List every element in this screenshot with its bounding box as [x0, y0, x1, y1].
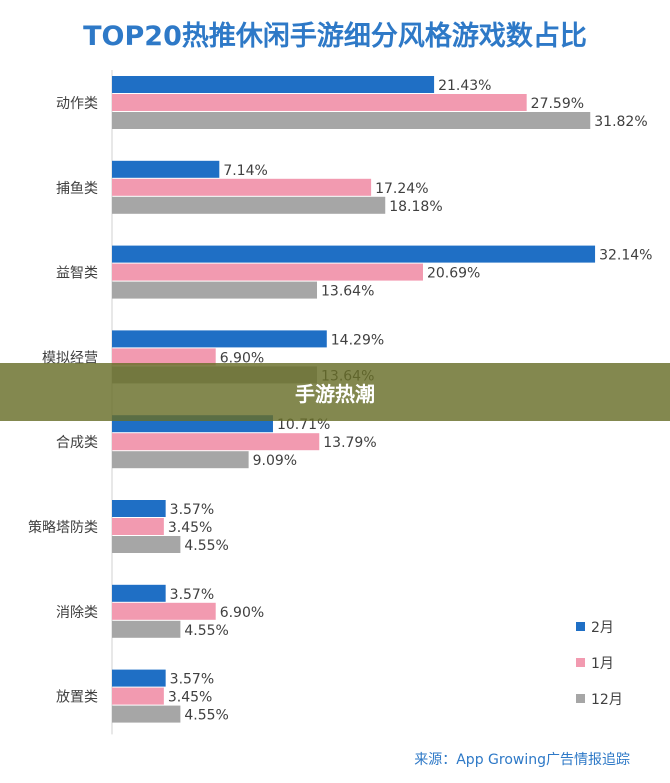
data-label: 31.82%: [594, 114, 647, 130]
bar: [112, 94, 527, 111]
data-label: 3.57%: [170, 672, 214, 688]
bar: [112, 705, 181, 723]
category-label: 策略塔防类: [28, 519, 98, 536]
category-label: 放置类: [56, 690, 98, 706]
data-label: 21.43%: [438, 78, 491, 94]
bar: [112, 178, 372, 196]
data-label: 3.45%: [168, 520, 212, 536]
bar: [112, 348, 216, 366]
category-label: 动作类: [56, 96, 98, 112]
bar: [112, 518, 164, 535]
bar: [112, 669, 166, 687]
bar: [112, 620, 181, 638]
data-label: 4.55%: [184, 623, 228, 639]
bar: [112, 687, 164, 705]
data-label: 27.59%: [531, 96, 584, 112]
bar: [112, 451, 249, 469]
legend-label: 12月: [591, 692, 623, 708]
data-label: 13.64%: [321, 284, 374, 300]
data-label: 13.79%: [323, 435, 376, 451]
bar: [112, 245, 596, 263]
legend-label: 1月: [591, 656, 614, 672]
category-label: 模拟经营: [42, 350, 98, 366]
data-label: 9.09%: [253, 453, 297, 469]
bar: [112, 536, 181, 553]
data-label: 32.14%: [599, 248, 652, 264]
data-label: 6.90%: [220, 350, 264, 366]
bar: [112, 330, 327, 348]
bar: [112, 160, 220, 178]
bar: [112, 281, 318, 299]
category-label: 消除类: [56, 605, 98, 621]
data-label: 20.69%: [427, 266, 480, 282]
banner-text: 手游热潮: [295, 381, 375, 406]
data-label: 17.24%: [375, 181, 428, 197]
bar: [112, 263, 423, 281]
category-label: 合成类: [56, 435, 98, 451]
data-label: 4.55%: [184, 538, 228, 554]
source-note: 来源：App Growing广告情报追踪: [414, 752, 630, 768]
bar: [112, 584, 166, 602]
data-label: 7.14%: [223, 163, 267, 179]
bar: [112, 602, 216, 620]
data-label: 4.55%: [184, 708, 228, 724]
data-label: 10.71%: [277, 417, 330, 433]
legend-label: 2月: [591, 620, 614, 636]
chart-title: TOP20热推休闲手游细分风格游戏数占比: [83, 21, 587, 52]
data-label: 18.18%: [389, 199, 442, 215]
bar: [112, 196, 386, 214]
bar: [112, 433, 320, 451]
data-label: 3.57%: [170, 587, 214, 603]
legend-swatch: [576, 658, 585, 667]
bar: [112, 500, 166, 517]
legend-swatch: [576, 622, 585, 631]
data-label: 6.90%: [220, 605, 264, 621]
bar: [112, 112, 591, 129]
data-label: 14.29%: [331, 332, 384, 348]
data-label: 3.57%: [170, 502, 214, 518]
overlay-banner: 手游热潮: [0, 363, 670, 421]
category-label: 捕鱼类: [56, 180, 98, 197]
legend-swatch: [576, 694, 585, 703]
bar: [112, 76, 435, 93]
category-label: 益智类: [56, 266, 98, 282]
data-label: 3.45%: [168, 690, 212, 706]
